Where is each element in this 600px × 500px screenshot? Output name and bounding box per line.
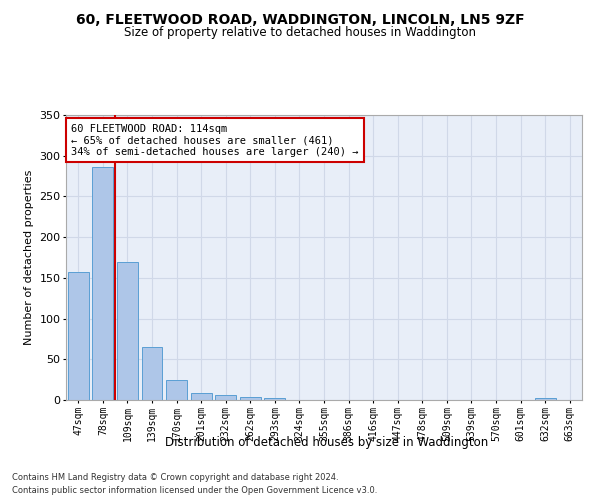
- Bar: [191, 392, 212, 400]
- Text: 60 FLEETWOOD ROAD: 114sqm
← 65% of detached houses are smaller (461)
34% of semi: 60 FLEETWOOD ROAD: 114sqm ← 65% of detac…: [71, 124, 359, 157]
- Bar: [535, 398, 556, 400]
- Text: Size of property relative to detached houses in Waddington: Size of property relative to detached ho…: [124, 26, 476, 39]
- Bar: [142, 347, 163, 400]
- Bar: [215, 395, 236, 400]
- Text: Contains public sector information licensed under the Open Government Licence v3: Contains public sector information licen…: [12, 486, 377, 495]
- Text: Distribution of detached houses by size in Waddington: Distribution of detached houses by size …: [166, 436, 488, 449]
- Bar: [117, 262, 138, 400]
- Bar: [166, 380, 187, 400]
- Bar: [92, 167, 113, 400]
- Bar: [265, 398, 286, 400]
- Text: Contains HM Land Registry data © Crown copyright and database right 2024.: Contains HM Land Registry data © Crown c…: [12, 472, 338, 482]
- Bar: [68, 272, 89, 400]
- Y-axis label: Number of detached properties: Number of detached properties: [24, 170, 34, 345]
- Bar: [240, 396, 261, 400]
- Text: 60, FLEETWOOD ROAD, WADDINGTON, LINCOLN, LN5 9ZF: 60, FLEETWOOD ROAD, WADDINGTON, LINCOLN,…: [76, 12, 524, 26]
